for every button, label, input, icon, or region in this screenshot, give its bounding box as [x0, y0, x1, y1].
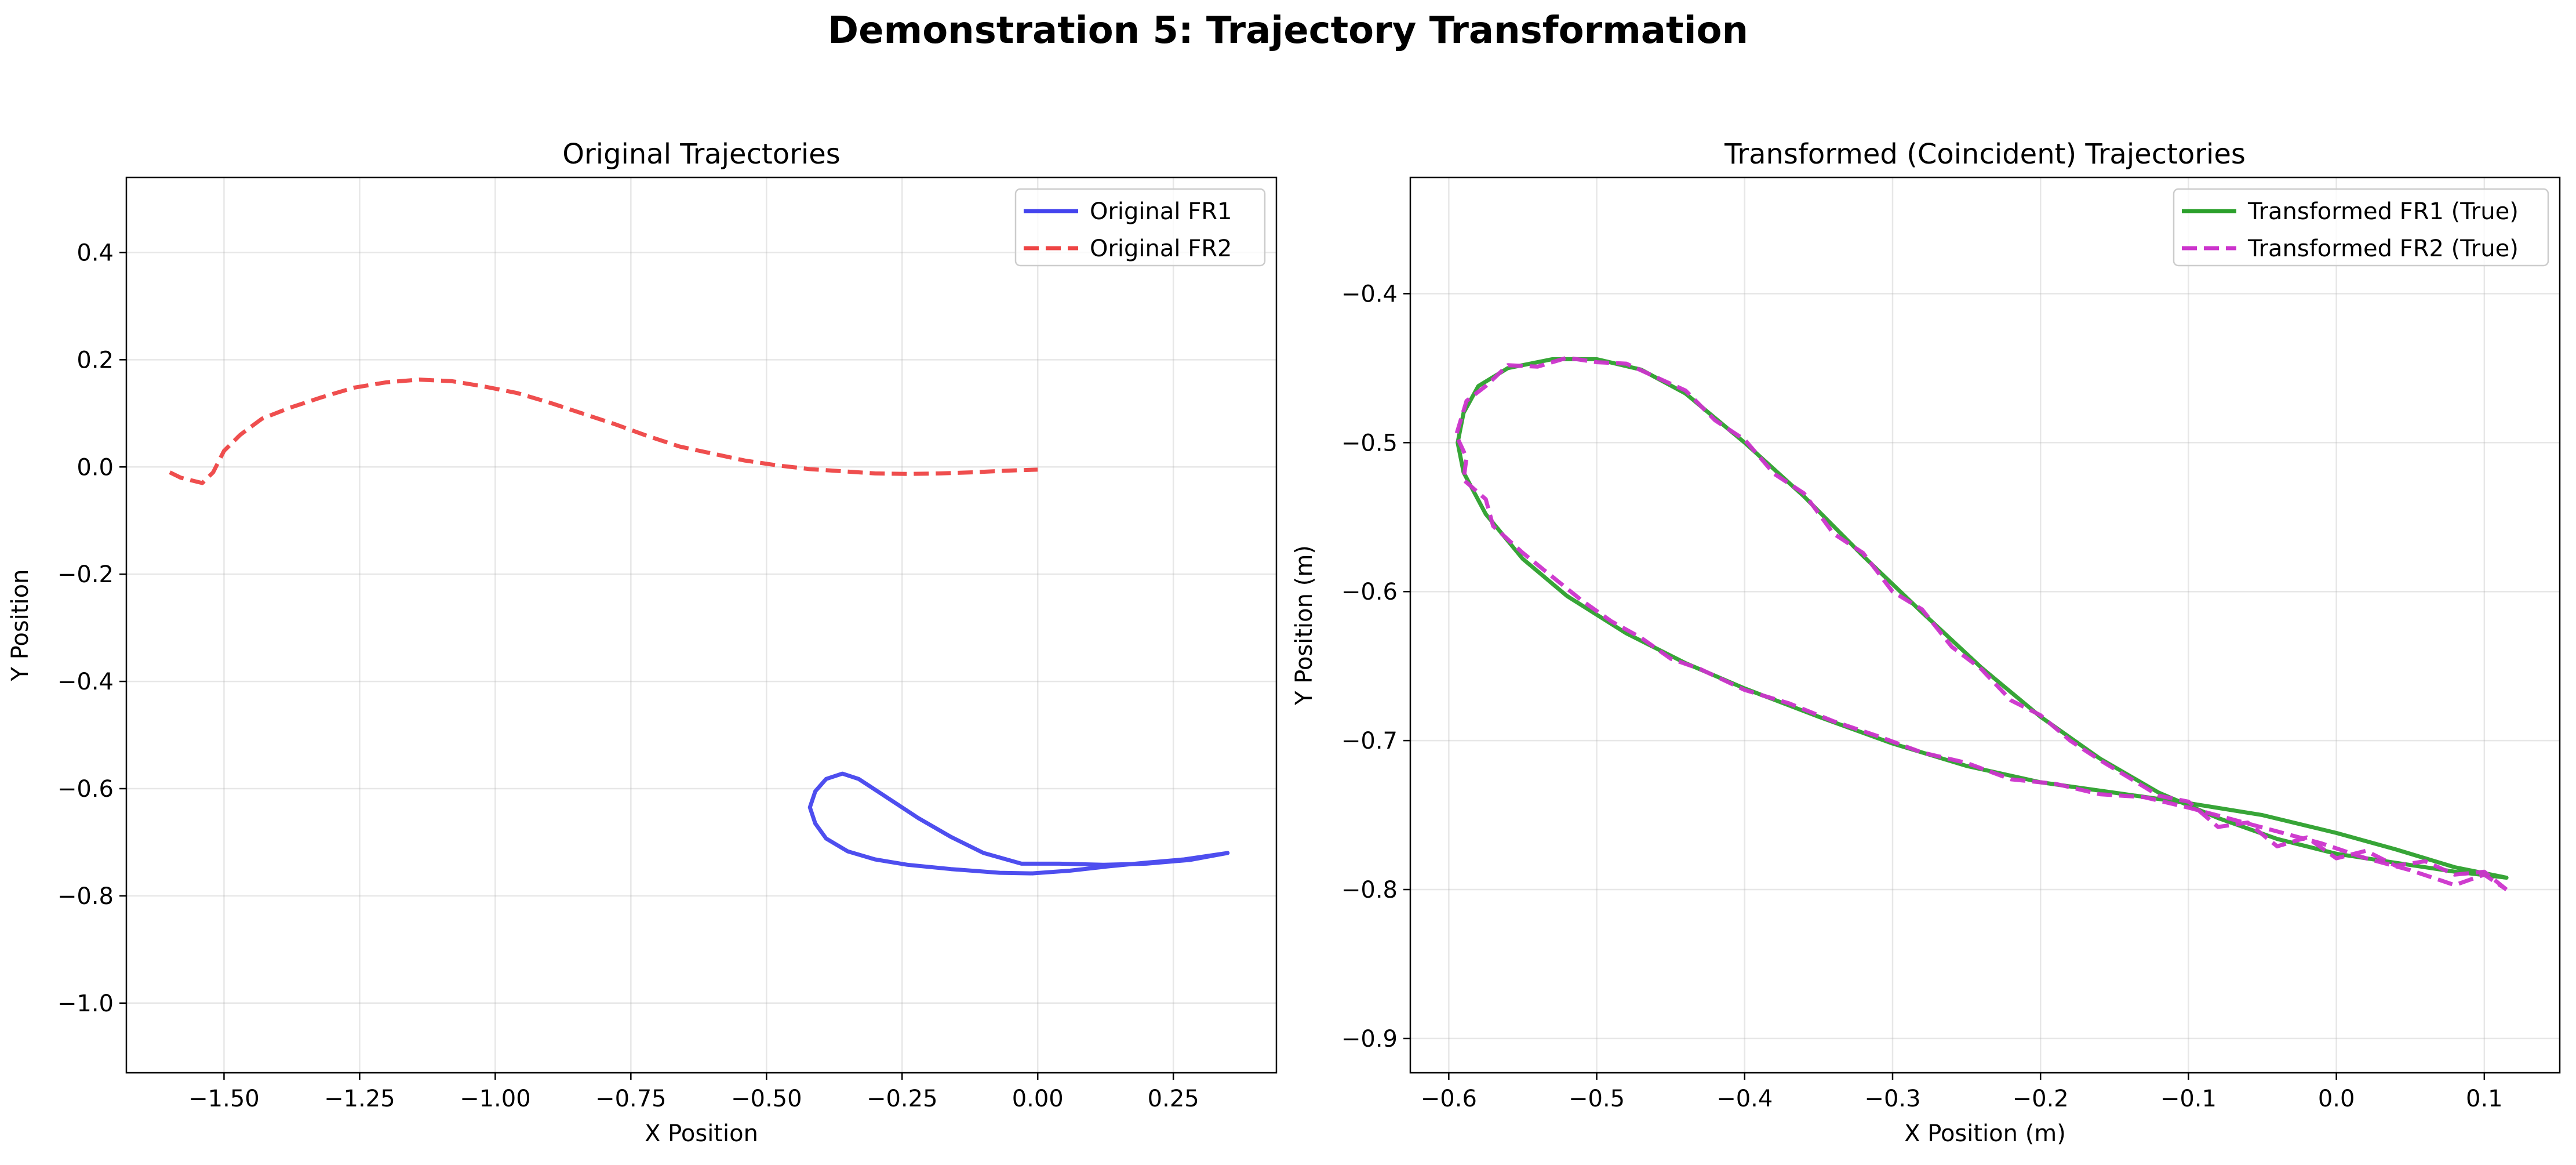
- y-tick-label: 0.0: [77, 454, 114, 481]
- y-axis-label: Y Position: [7, 569, 34, 682]
- y-tick-label: −0.5: [1341, 430, 1398, 456]
- x-tick-label: 0.25: [1148, 1086, 1199, 1112]
- y-tick-label: −0.7: [1341, 728, 1398, 754]
- legend-label-1: Transformed FR1 (True): [2247, 198, 2519, 225]
- series-line-2: [169, 378, 1038, 485]
- y-tick-label: −0.6: [1341, 579, 1398, 605]
- y-tick-label: −0.4: [1341, 281, 1398, 307]
- x-tick-label: −0.75: [595, 1086, 667, 1112]
- legend-label-1: Original FR1: [1090, 198, 1232, 225]
- y-tick-label: −0.9: [1341, 1026, 1398, 1053]
- subplot-title: Transformed (Coincident) Trajectories: [1724, 138, 2246, 170]
- x-tick-label: −1.25: [324, 1086, 395, 1112]
- legend: Original FR1 Original FR2: [1014, 188, 1266, 267]
- x-tick-label: −0.1: [2160, 1086, 2217, 1112]
- figure-title: Demonstration 5: Trajectory Transformati…: [828, 9, 1748, 52]
- y-tick-label: 0.4: [77, 239, 114, 266]
- x-tick-label: −0.2: [2013, 1086, 2069, 1112]
- x-tick-label: −0.6: [1421, 1086, 1477, 1112]
- series-line-1: [807, 771, 1230, 876]
- series-line-2: [1454, 355, 2508, 891]
- x-tick-label: −1.00: [460, 1086, 531, 1112]
- axes-frame: [1409, 176, 2561, 1074]
- left-subplot: −1.50 −1.25 −1.00 −0.75 −0.50 −0.25 0.00 0.25 0.…: [7, 138, 1278, 1147]
- x-tick-label: −0.5: [1569, 1086, 1625, 1112]
- y-tick-label: −0.6: [57, 776, 114, 803]
- y-axis-label: Y Position (m): [1291, 545, 1318, 706]
- y-tick-label: −0.8: [1341, 877, 1398, 903]
- x-tick-label: 0.00: [1012, 1086, 1064, 1112]
- subplot-title: Original Trajectories: [562, 138, 841, 170]
- x-tick-label: −0.25: [867, 1086, 938, 1112]
- x-tick-label: 0.0: [2318, 1086, 2355, 1112]
- legend-label-2: Original FR2: [1090, 235, 1232, 262]
- x-tick-label: 0.1: [2466, 1086, 2503, 1112]
- x-tick-label: −0.50: [731, 1086, 802, 1112]
- x-tick-label: −1.50: [188, 1086, 260, 1112]
- y-tick-label: 0.2: [77, 347, 114, 373]
- series-line-1: [1456, 357, 2509, 880]
- right-subplot: −0.6 −0.5 −0.4 −0.3 −0.2 −0.1 0.0 0.1 −0.4 −0.5 −0…: [1291, 138, 2561, 1147]
- x-axis-label: X Position (m): [1904, 1120, 2066, 1147]
- legend: Transformed FR1 (True) Transformed FR2 (T…: [2173, 188, 2549, 267]
- x-tick-label: −0.4: [1716, 1086, 1773, 1112]
- x-axis-label: X Position: [645, 1120, 758, 1147]
- y-tick-label: −1.0: [57, 990, 114, 1017]
- y-tick-label: −0.8: [57, 883, 114, 910]
- legend-label-2: Transformed FR2 (True): [2247, 235, 2519, 262]
- legend-box: [2173, 188, 2549, 267]
- y-tick-label: −0.2: [57, 561, 114, 588]
- axes-frame: [125, 176, 1278, 1074]
- y-tick-label: −0.4: [57, 669, 114, 695]
- x-tick-label: −0.3: [1864, 1086, 1920, 1112]
